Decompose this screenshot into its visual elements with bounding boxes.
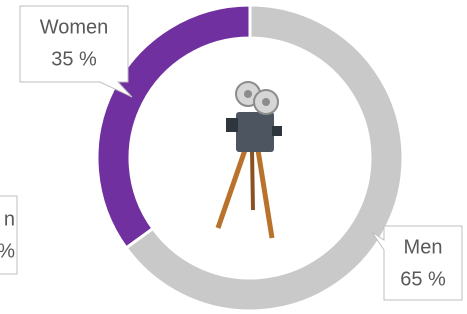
data-label: 35 %	[51, 48, 97, 70]
edge-label: %	[0, 240, 15, 262]
donut	[97, 5, 403, 311]
legend-label: Women	[40, 16, 109, 38]
page: n % Women 35 % Men 65 % (() => { const d…	[0, 0, 467, 314]
edge-label: n	[4, 208, 15, 230]
chart: n % Women 35 % Men 65 %	[0, 0, 467, 314]
data-label: 65 %	[400, 268, 446, 290]
camera-icon	[218, 82, 282, 238]
legend-label: Men	[404, 236, 443, 258]
edge-callout: n %	[0, 196, 17, 274]
